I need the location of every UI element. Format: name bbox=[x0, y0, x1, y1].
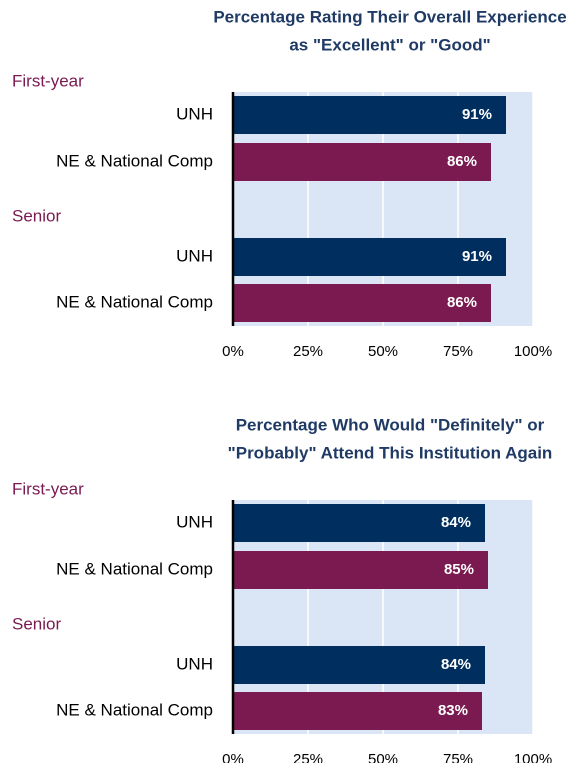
x-tick-label: 50% bbox=[368, 343, 398, 360]
value-label: 84% bbox=[441, 514, 471, 531]
bar bbox=[233, 551, 488, 589]
x-tick-label: 0% bbox=[222, 343, 244, 360]
value-label: 86% bbox=[447, 153, 477, 170]
x-tick-label: 0% bbox=[222, 751, 244, 763]
bar-label: UNH bbox=[176, 246, 213, 265]
chart-title: Percentage Who Would "Definitely" or bbox=[236, 415, 545, 434]
bar bbox=[233, 238, 506, 276]
x-tick-label: 25% bbox=[293, 751, 323, 763]
bar-label: UNH bbox=[176, 654, 213, 673]
group-label: Senior bbox=[12, 206, 61, 225]
x-tick-label: 100% bbox=[514, 343, 552, 360]
value-label: 86% bbox=[447, 294, 477, 311]
x-tick-label: 100% bbox=[514, 751, 552, 763]
bar-label: NE & National Comp bbox=[56, 292, 213, 311]
bar-label: NE & National Comp bbox=[56, 559, 213, 578]
x-tick-label: 25% bbox=[293, 343, 323, 360]
value-label: 83% bbox=[438, 702, 468, 719]
bar-label: NE & National Comp bbox=[56, 700, 213, 719]
bar bbox=[233, 143, 491, 181]
bar bbox=[233, 284, 491, 322]
chart-title: Percentage Rating Their Overall Experien… bbox=[213, 7, 566, 26]
bar bbox=[233, 504, 485, 542]
x-tick-label: 75% bbox=[443, 751, 473, 763]
bar-label: NE & National Comp bbox=[56, 151, 213, 170]
chart-title: "Probably" Attend This Institution Again bbox=[228, 443, 553, 462]
bar bbox=[233, 96, 506, 134]
bar bbox=[233, 646, 485, 684]
group-label: Senior bbox=[12, 614, 61, 633]
group-label: First-year bbox=[12, 479, 84, 498]
bar-label: UNH bbox=[176, 512, 213, 531]
value-label: 84% bbox=[441, 656, 471, 673]
bar bbox=[233, 692, 482, 730]
value-label: 91% bbox=[462, 248, 492, 265]
chart-title: as "Excellent" or "Good" bbox=[289, 35, 490, 54]
group-label: First-year bbox=[12, 71, 84, 90]
value-label: 91% bbox=[462, 106, 492, 123]
x-tick-label: 50% bbox=[368, 751, 398, 763]
x-tick-label: 75% bbox=[443, 343, 473, 360]
bar-label: UNH bbox=[176, 104, 213, 123]
value-label: 85% bbox=[444, 561, 474, 578]
